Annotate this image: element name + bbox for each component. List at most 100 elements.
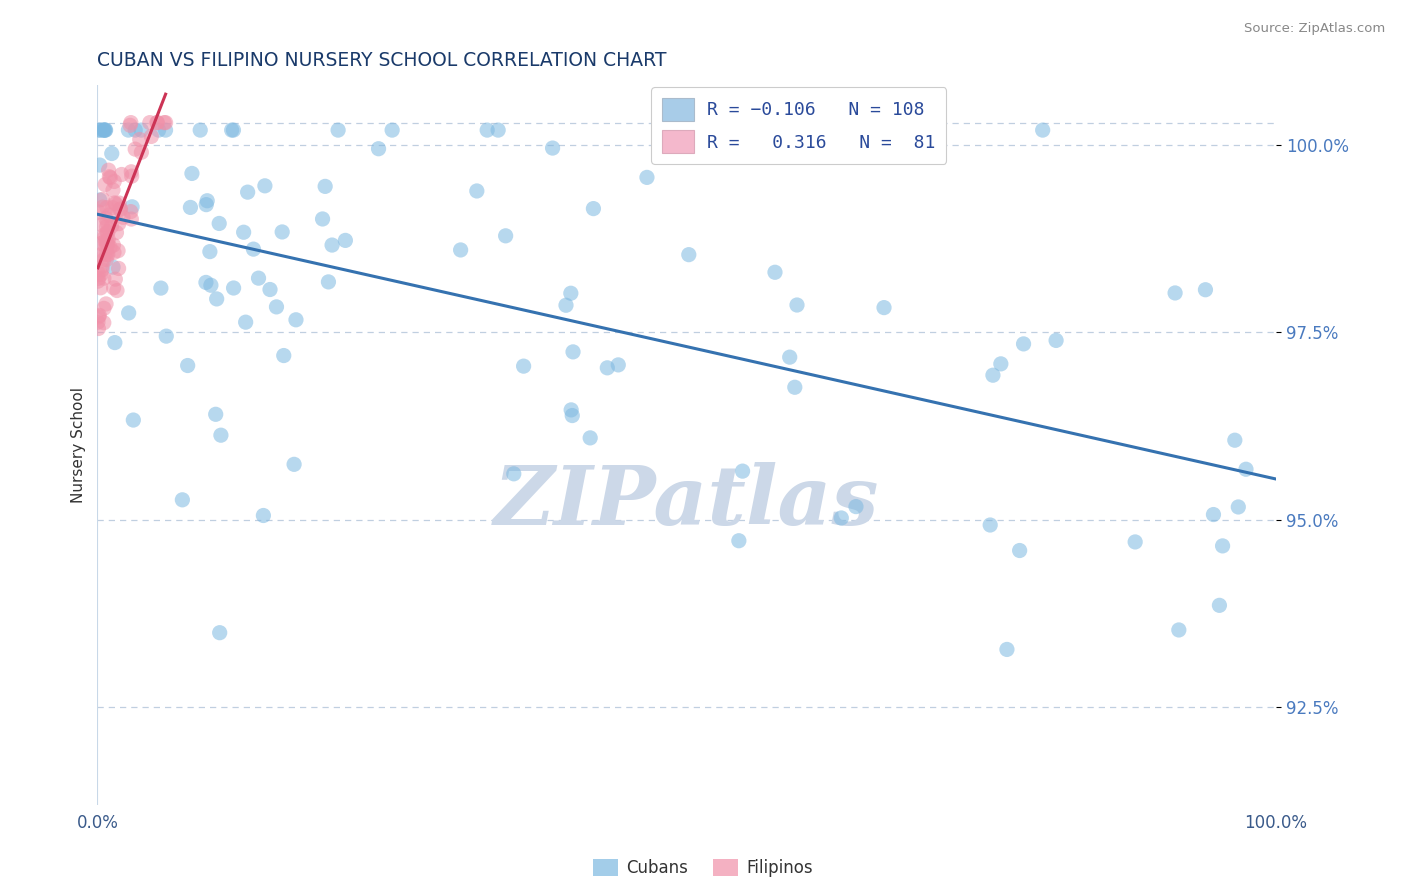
Point [87, 205, 110, 219]
Point [121, 169, 143, 183]
Point [89, 193, 111, 207]
Point [209, 428, 232, 442]
Point [450, 243, 472, 257]
Point [596, 360, 619, 375]
Point [103, 245, 125, 260]
Point [93, 123, 115, 137]
Point [120, 204, 142, 219]
Point [129, 123, 152, 137]
Point [101, 201, 124, 215]
Point [253, 178, 276, 193]
Point [89, 248, 111, 262]
Point [873, 301, 896, 315]
Point [110, 202, 132, 216]
Point [1202, 508, 1225, 522]
Point [94, 247, 117, 261]
Point [204, 407, 226, 421]
Point [1208, 599, 1230, 613]
Point [107, 244, 129, 258]
Point [242, 242, 264, 256]
Point [97, 226, 120, 240]
Point [93, 123, 115, 137]
Point [105, 284, 128, 298]
Point [148, 123, 170, 137]
Point [222, 281, 245, 295]
Point [93, 227, 115, 242]
Point [477, 123, 499, 137]
Point [93, 252, 115, 267]
Point [107, 261, 129, 276]
Point [101, 183, 124, 197]
Point [314, 179, 336, 194]
Point [89, 309, 111, 323]
Point [318, 275, 340, 289]
Point [1012, 337, 1035, 351]
Point [155, 123, 177, 137]
Point [541, 141, 564, 155]
Point [367, 142, 389, 156]
Point [98, 170, 121, 185]
Point [94, 234, 117, 248]
Point [786, 298, 808, 312]
Point [285, 313, 308, 327]
Point [561, 409, 583, 423]
Point [104, 195, 127, 210]
Point [110, 202, 132, 217]
Point [195, 197, 218, 211]
Point [94, 211, 117, 226]
Point [93, 301, 115, 316]
Point [94, 123, 117, 137]
Point [107, 217, 129, 231]
Point [97, 163, 120, 178]
Point [208, 217, 231, 231]
Point [91, 259, 114, 273]
Point [1008, 543, 1031, 558]
Point [120, 165, 142, 179]
Point [97, 237, 120, 252]
Point [98, 208, 121, 222]
Point [90, 268, 112, 282]
Legend: Cubans, Filipinos: Cubans, Filipinos [586, 852, 820, 884]
Point [153, 115, 176, 129]
Point [155, 329, 177, 343]
Point [124, 142, 146, 156]
Point [236, 185, 259, 199]
Point [149, 281, 172, 295]
Point [235, 315, 257, 329]
Point [94, 240, 117, 254]
Point [103, 174, 125, 188]
Y-axis label: Nursery School: Nursery School [72, 387, 86, 503]
Point [232, 225, 254, 239]
Point [512, 359, 534, 373]
Point [89, 123, 111, 137]
Point [1032, 123, 1054, 137]
Point [89, 158, 111, 172]
Point [176, 359, 198, 373]
Point [94, 297, 117, 311]
Point [579, 431, 602, 445]
Point [465, 184, 488, 198]
Point [1045, 334, 1067, 348]
Point [105, 226, 128, 240]
Point [221, 123, 243, 137]
Point [128, 132, 150, 146]
Point [121, 200, 143, 214]
Text: ZIPatlas: ZIPatlas [494, 462, 880, 542]
Point [1227, 500, 1250, 514]
Point [87, 310, 110, 324]
Point [979, 518, 1001, 533]
Point [252, 508, 274, 523]
Point [155, 115, 177, 129]
Point [101, 260, 124, 274]
Point [273, 349, 295, 363]
Point [845, 500, 868, 514]
Point [90, 218, 112, 232]
Point [486, 123, 509, 137]
Point [87, 271, 110, 285]
Point [560, 286, 582, 301]
Point [271, 225, 294, 239]
Point [100, 219, 122, 234]
Point [188, 123, 211, 137]
Point [179, 201, 201, 215]
Point [981, 368, 1004, 383]
